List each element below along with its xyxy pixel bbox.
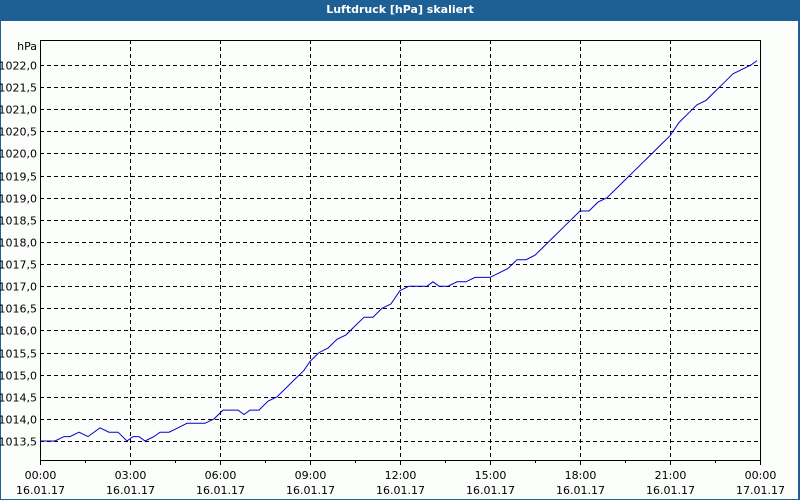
y-tick-label: 1021,0 [0,104,37,117]
pressure-line [40,60,758,442]
x-tick-date: 16.01.17 [376,484,425,497]
x-tick-time: 09:00 [295,469,327,482]
y-tick-label: 1019,5 [0,171,37,184]
y-tick-label: 1020,0 [0,148,37,161]
y-tick-label: 1014,0 [0,414,37,427]
y-tick-label: 1018,0 [0,237,37,250]
y-tick-label: 1016,5 [0,303,37,316]
x-tick-date: 16.01.17 [466,484,515,497]
y-axis-unit: hPa [17,40,37,53]
y-tick-label: 1015,0 [0,370,37,383]
y-tick-label: 1022,0 [0,60,37,73]
x-tick-date: 16.01.17 [646,484,695,497]
x-tick-time: 03:00 [115,469,147,482]
x-tick-date: 16.01.17 [286,484,335,497]
x-tick-time: 06:00 [205,469,237,482]
x-tick-date: 17.01.17 [736,484,785,497]
y-tick-label: 1015,5 [0,348,37,361]
x-tick-time: 15:00 [475,469,507,482]
x-tick-date: 16.01.17 [556,484,605,497]
plot-frame [40,40,761,461]
x-tick-time: 12:00 [385,469,417,482]
y-tick-label: 1017,5 [0,259,37,272]
y-tick-label: 1013,5 [0,436,37,449]
x-tick-time: 21:00 [655,469,687,482]
y-tick-label: 1021,5 [0,82,37,95]
y-tick-label: 1020,5 [0,126,37,139]
x-tick-date: 16.01.17 [196,484,245,497]
y-tick-label: 1014,5 [0,392,37,405]
chart-title: Luftdruck [hPa] skaliert [0,0,800,20]
x-tick-date: 16.01.17 [106,484,155,497]
y-tick-label: 1019,0 [0,193,37,206]
x-tick-time: 00:00 [745,469,777,482]
x-tick-time: 00:00 [25,469,57,482]
y-tick-label: 1018,5 [0,215,37,228]
x-tick-time: 18:00 [565,469,597,482]
y-tick-label: 1016,0 [0,325,37,338]
y-tick-label: 1017,0 [0,281,37,294]
x-tick-date: 16.01.17 [16,484,65,497]
